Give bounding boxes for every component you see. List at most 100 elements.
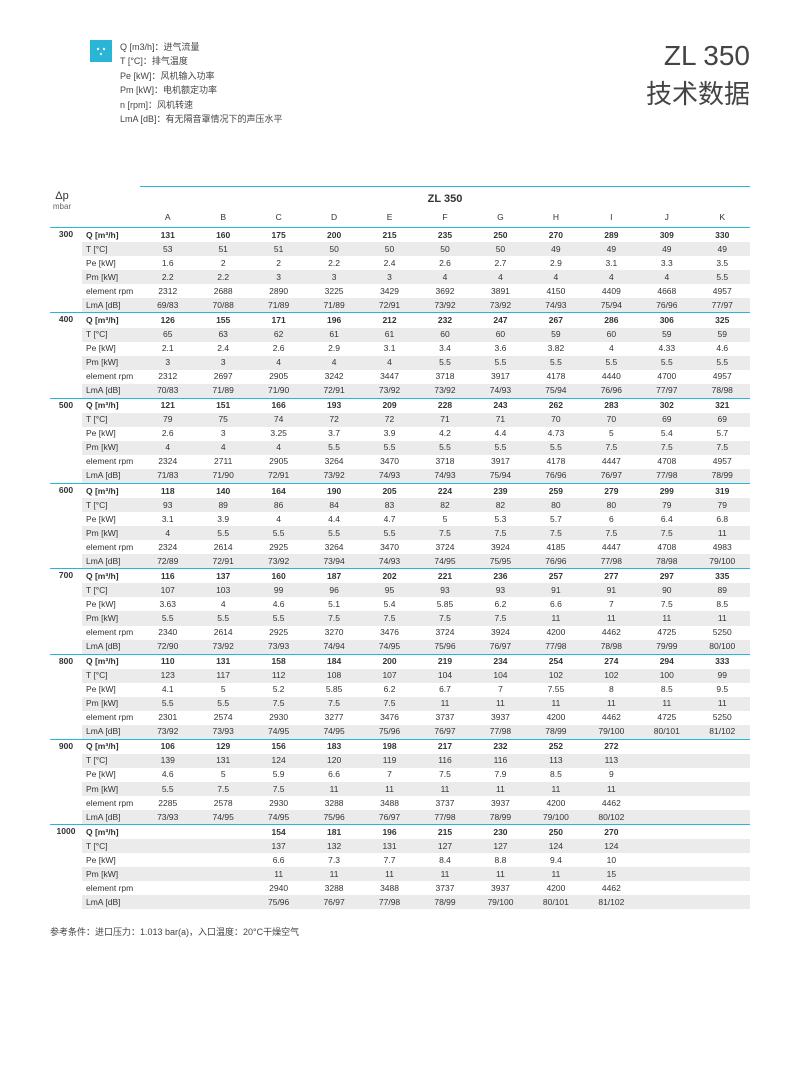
param-label: LmA [dB] [82, 384, 140, 399]
data-cell: 2925 [251, 540, 306, 554]
data-cell: 286 [584, 313, 639, 328]
data-cell: 70/88 [195, 298, 250, 313]
data-cell [695, 881, 750, 895]
data-cell: 78/98 [639, 554, 694, 569]
data-cell [695, 754, 750, 768]
data-cell: 4 [140, 526, 195, 540]
param-label: Pe [kW] [82, 342, 140, 356]
data-cell: 49 [639, 242, 694, 256]
data-cell: 121 [140, 398, 195, 413]
data-cell: 5 [417, 512, 472, 526]
data-cell: 4 [306, 356, 361, 370]
data-cell: 72 [306, 413, 361, 427]
legend-definitions: Q [m3/h]：进气流量 T [°C]：排气温度 Pe [kW]：风机输入功率… [120, 40, 283, 126]
data-cell: 4 [251, 441, 306, 455]
data-cell: 235 [417, 228, 472, 243]
data-cell: 69/83 [140, 298, 195, 313]
data-cell: 234 [473, 654, 528, 669]
data-cell: 3937 [473, 711, 528, 725]
data-cell: 7.5 [306, 611, 361, 625]
data-cell: 73/94 [306, 554, 361, 569]
data-cell: 5.5 [362, 526, 417, 540]
data-cell: 131 [195, 754, 250, 768]
data-cell: 59 [695, 328, 750, 342]
data-cell: 76/97 [362, 810, 417, 825]
data-cell: 112 [251, 669, 306, 683]
param-label: element rpm [82, 626, 140, 640]
data-cell: 3.1 [140, 512, 195, 526]
data-cell: 4.6 [140, 768, 195, 782]
data-cell: 202 [362, 569, 417, 584]
data-cell: 2930 [251, 796, 306, 810]
data-cell: 89 [695, 583, 750, 597]
data-cell [195, 853, 250, 867]
data-cell: 4957 [695, 284, 750, 298]
data-cell: 6.2 [473, 597, 528, 611]
data-cell: 77/98 [362, 895, 417, 909]
data-cell: 2340 [140, 626, 195, 640]
data-cell: 171 [251, 313, 306, 328]
data-cell: 137 [251, 839, 306, 853]
data-cell: 184 [306, 654, 361, 669]
data-cell: 7.5 [584, 441, 639, 455]
data-cell: 3242 [306, 370, 361, 384]
param-label: Pm [kW] [82, 526, 140, 540]
data-cell: 80/101 [639, 725, 694, 740]
data-cell: 4178 [528, 455, 583, 469]
data-cell: 6.7 [417, 683, 472, 697]
data-cell: 239 [473, 484, 528, 499]
data-cell: 11 [639, 611, 694, 625]
data-cell: 3917 [473, 455, 528, 469]
data-cell: 299 [639, 484, 694, 499]
param-label: element rpm [82, 370, 140, 384]
data-cell: 3.63 [140, 597, 195, 611]
legend-line: n [rpm]：风机转速 [120, 98, 283, 112]
data-cell: 74/95 [306, 725, 361, 740]
param-label: Q [m³/h] [82, 825, 140, 840]
data-cell: 76/97 [584, 469, 639, 484]
data-cell: 80 [528, 498, 583, 512]
data-cell: 127 [473, 839, 528, 853]
data-cell: 74/93 [528, 298, 583, 313]
data-cell: 5.4 [639, 427, 694, 441]
data-cell: 3 [362, 270, 417, 284]
data-cell: 5.5 [528, 441, 583, 455]
mbar-label: mbar [42, 202, 82, 211]
data-cell: 11 [417, 867, 472, 881]
data-cell: 3.6 [473, 342, 528, 356]
data-cell: 11 [639, 697, 694, 711]
data-cell: 79/100 [584, 725, 639, 740]
data-cell: 81/102 [695, 725, 750, 740]
data-cell [639, 739, 694, 754]
data-cell: 160 [195, 228, 250, 243]
data-cell: 5250 [695, 711, 750, 725]
data-cell [695, 768, 750, 782]
legend-line: T [°C]：排气温度 [120, 54, 283, 68]
data-cell: 4957 [695, 455, 750, 469]
data-cell: 4 [195, 441, 250, 455]
data-cell: 2574 [195, 711, 250, 725]
data-cell: 4 [584, 342, 639, 356]
data-cell: 151 [195, 398, 250, 413]
data-cell: 6.6 [306, 768, 361, 782]
param-label: element rpm [82, 540, 140, 554]
data-cell: 3891 [473, 284, 528, 298]
data-cell: 77/97 [695, 298, 750, 313]
data-cell: 3924 [473, 540, 528, 554]
param-label: Q [m³/h] [82, 569, 140, 584]
data-cell: 75/96 [251, 895, 306, 909]
data-cell: 49 [584, 242, 639, 256]
data-cell: 9 [584, 768, 639, 782]
data-cell: 3.1 [362, 342, 417, 356]
data-cell: 3 [251, 270, 306, 284]
data-cell: 7.55 [528, 683, 583, 697]
data-cell: 2.7 [473, 256, 528, 270]
data-cell: 80/102 [584, 810, 639, 825]
data-cell: 250 [473, 228, 528, 243]
data-cell: 3277 [306, 711, 361, 725]
data-cell: 2301 [140, 711, 195, 725]
data-cell: 74/95 [195, 810, 250, 825]
data-cell: 4.4 [306, 512, 361, 526]
data-cell: 4.1 [140, 683, 195, 697]
data-cell: 72/91 [251, 469, 306, 484]
